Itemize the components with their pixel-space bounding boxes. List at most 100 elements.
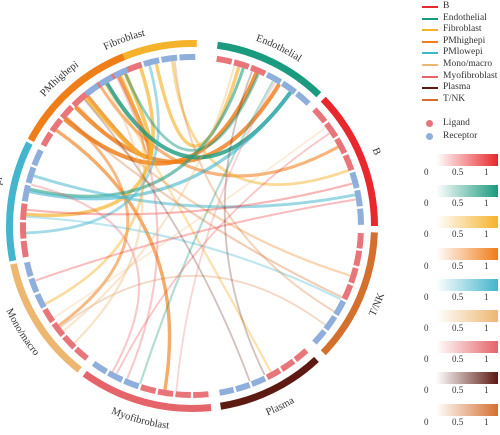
legend-swatch xyxy=(422,29,438,32)
ligand-segment-t-nk xyxy=(341,283,354,301)
link-pmhighepi-to-myofibroblast xyxy=(55,129,172,391)
sector-ring xyxy=(5,40,378,412)
receptor-segment-pmhighepi xyxy=(98,74,114,87)
ligand-segment-myofibroblast xyxy=(157,388,174,397)
colorbar: 0 0.5 1 xyxy=(422,403,500,431)
colorbar-tick: 0.5 xyxy=(452,167,464,177)
legend-swatch xyxy=(422,98,438,101)
link-plasma-to-pmhighepi xyxy=(84,99,251,382)
ligand-segment-endothelial xyxy=(249,64,267,77)
colorbar-tick: 0 xyxy=(424,167,429,177)
receptor-segment-plasma xyxy=(235,382,251,393)
ligand-segment-b xyxy=(312,107,328,124)
ligand-segment-endothelial xyxy=(233,59,250,70)
link-pmlowepi-to-endothelial xyxy=(28,91,292,201)
link-pmlowepi-to-fibroblast xyxy=(25,65,160,235)
sector-endothelial xyxy=(216,41,322,98)
colorbar-tick: 1 xyxy=(484,385,489,396)
colorbar-gradient xyxy=(436,185,498,198)
colorbar-tick: 0.5 xyxy=(452,385,464,396)
legend-dot xyxy=(426,120,433,127)
legend-dot xyxy=(426,133,433,140)
legend-label: B xyxy=(443,1,450,11)
receptor-segment-fibroblast xyxy=(179,53,196,61)
receptor-segment-myofibroblast xyxy=(107,370,124,383)
colorbar: 0 0.5 1 xyxy=(422,278,500,306)
link-mono-macro-to-b xyxy=(53,127,326,319)
colorbar-gradient xyxy=(436,310,498,322)
receptor-segment-b xyxy=(349,171,360,189)
colorbar-tick: 0 xyxy=(424,260,429,271)
link-b-to-pmlowepi xyxy=(26,182,353,216)
colorbar-tick: 1 xyxy=(484,260,489,271)
sector-label-pmhighepi: PMhighepi xyxy=(39,59,81,99)
colorbar-gradient xyxy=(436,216,498,229)
colorbar-tick: 1 xyxy=(484,291,489,302)
link-endothelial-to-myofibroblast xyxy=(139,80,274,384)
receptor-segment-mono-macro xyxy=(34,293,47,309)
link-pmhighepi-to-mono-macro xyxy=(58,116,130,327)
sector-label-b: B xyxy=(370,146,383,157)
ligand-segment-myofibroblast xyxy=(139,384,157,394)
colorbar-tick: 1 xyxy=(484,323,489,333)
sector-fibroblast xyxy=(68,40,197,92)
legend-swatch xyxy=(422,52,438,55)
receptor-segment-pmhighepi xyxy=(113,66,129,79)
sector-plasma xyxy=(220,356,319,410)
receptor-segment-fibroblast xyxy=(160,54,178,63)
colorbar-tick: 0 xyxy=(424,385,429,396)
colorbar-tick: 1 xyxy=(484,354,489,365)
ligand-segment-b xyxy=(342,154,355,172)
receptor-segment-mono-macro xyxy=(28,277,40,294)
ligand-segment-t-nk xyxy=(356,232,364,249)
ligand-segment-pmlowepi xyxy=(20,240,29,258)
link-endothelial-to-fibroblast xyxy=(124,73,260,152)
ligand-segment-pmhighepi xyxy=(59,104,75,120)
link-mono-macro-to-endothelial xyxy=(63,65,236,332)
sector-pmlowepi xyxy=(5,141,33,262)
ligand-segment-plasma xyxy=(265,367,282,381)
receptor-segment-myofibroblast xyxy=(123,378,140,390)
colorbar-tick: 0 xyxy=(424,323,429,333)
receptor-segment-fibroblast xyxy=(143,57,160,67)
link-fibroblast-to-plasma xyxy=(106,83,272,373)
link-t-nk-to-pmhighepi xyxy=(66,117,343,298)
sector-label-pmlowepi: PMlowepi xyxy=(0,175,5,220)
chord-chart: Fibroblast EndothelialBT/NKPlasmaMyofibro… xyxy=(0,28,387,432)
legend-swatch xyxy=(422,87,438,90)
receptor-segment-t-nk xyxy=(312,329,327,345)
link-myofibroblast-to-endothelial xyxy=(175,82,276,392)
legend-label: Endothelial xyxy=(443,12,487,23)
link-b-to-mono-macro xyxy=(35,198,356,282)
ligand-segment-endothelial xyxy=(216,55,233,65)
receptor-segment-pmlowepi xyxy=(21,184,31,202)
colorbar: 0 0.5 1 xyxy=(422,185,500,212)
legend-label: PMhighepi xyxy=(443,35,486,46)
ligand-segment-pmhighepi xyxy=(40,131,54,148)
sector-label-t-nk: T/NK xyxy=(367,291,387,318)
link-pmlowepi-to-t-nk xyxy=(26,215,342,300)
link-fibroblast-to-b xyxy=(171,60,349,186)
colorbar-gradient xyxy=(436,372,498,385)
receptor-segment-myofibroblast xyxy=(91,360,108,375)
legend-label: Mono/macro xyxy=(443,59,493,69)
colorbar-tick: 1 xyxy=(484,416,489,427)
ligand-segment-myofibroblast xyxy=(175,391,191,398)
colorbar-gradient xyxy=(436,278,498,291)
legend-label: Myofibroblast xyxy=(443,70,498,81)
colorbar-tick: 0.5 xyxy=(452,323,464,333)
receptor-segment-plasma xyxy=(219,386,235,396)
sector-mono-macro xyxy=(10,263,82,373)
colorbar: 0 0.5 1 xyxy=(422,247,500,275)
receptor-segment-pmlowepi xyxy=(31,148,44,167)
colorbar-gradient xyxy=(436,154,498,166)
legend-label: Plasma xyxy=(443,82,471,93)
ligand-segment-mono-macro xyxy=(74,346,89,361)
colorbar-tick: 0 xyxy=(424,198,429,209)
sector-label-myofibroblast: Myofibroblast xyxy=(110,406,170,432)
ligand-segment-fibroblast xyxy=(125,61,143,73)
legend-swatch xyxy=(422,40,438,43)
link-fibroblast-to-pmlowepi xyxy=(25,67,155,218)
colorbar-tick: 0.5 xyxy=(452,291,464,302)
receptor-segment-plasma xyxy=(250,375,267,387)
